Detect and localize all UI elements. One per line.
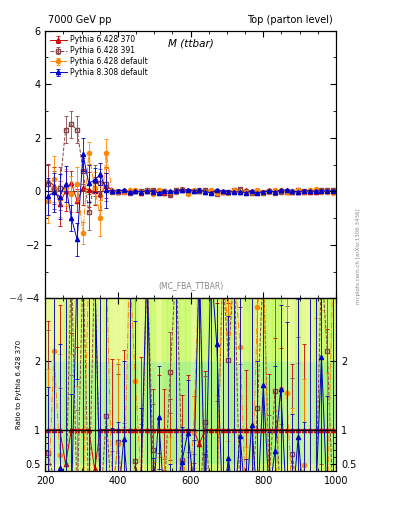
Bar <box>103 298 109 471</box>
Bar <box>255 298 261 471</box>
Bar <box>295 298 301 471</box>
Bar <box>144 298 150 471</box>
Bar <box>51 298 57 471</box>
Bar <box>324 298 330 471</box>
Bar <box>62 298 68 471</box>
Bar <box>92 298 97 471</box>
Bar <box>208 298 214 471</box>
Text: M (ttbar): M (ttbar) <box>168 39 213 49</box>
Bar <box>272 298 278 471</box>
Text: $-$4: $-$4 <box>7 292 24 304</box>
Bar <box>307 298 313 471</box>
Bar <box>231 298 237 471</box>
Bar <box>127 298 132 471</box>
Legend: Pythia 6.428 370, Pythia 6.428 391, Pythia 6.428 default, Pythia 8.308 default: Pythia 6.428 370, Pythia 6.428 391, Pyth… <box>47 32 151 80</box>
Bar <box>249 298 255 471</box>
Bar <box>45 298 336 360</box>
Bar <box>261 298 266 471</box>
Bar <box>121 298 127 471</box>
Bar <box>243 298 249 471</box>
Bar <box>173 298 179 471</box>
Bar <box>80 298 86 471</box>
Bar <box>132 298 138 471</box>
Bar <box>179 298 185 471</box>
Bar <box>156 298 162 471</box>
Bar <box>226 298 231 471</box>
Text: mcplots.cern.ch [arXiv:1306.3436]: mcplots.cern.ch [arXiv:1306.3436] <box>356 208 361 304</box>
Bar <box>150 298 156 471</box>
Bar <box>191 298 196 471</box>
Bar <box>196 298 202 471</box>
Bar <box>45 464 336 471</box>
Bar <box>115 298 121 471</box>
Bar <box>214 298 220 471</box>
Bar <box>266 298 272 471</box>
Bar <box>185 298 191 471</box>
Bar <box>109 298 115 471</box>
Bar <box>74 298 80 471</box>
Bar <box>162 298 167 471</box>
Bar <box>202 298 208 471</box>
Text: Top (parton level): Top (parton level) <box>247 15 333 26</box>
Bar <box>45 360 336 464</box>
Bar <box>220 298 226 471</box>
Bar <box>138 298 144 471</box>
Bar <box>97 298 103 471</box>
Y-axis label: Ratio to Pythia 6.428 370: Ratio to Pythia 6.428 370 <box>16 340 22 429</box>
Bar <box>290 298 295 471</box>
Bar <box>57 298 62 471</box>
Bar <box>313 298 319 471</box>
Bar <box>301 298 307 471</box>
Bar <box>86 298 92 471</box>
Bar <box>68 298 74 471</box>
Bar <box>45 298 51 471</box>
Bar <box>167 298 173 471</box>
Text: 7000 GeV pp: 7000 GeV pp <box>48 15 112 26</box>
Bar <box>319 298 324 471</box>
Bar <box>330 298 336 471</box>
Bar <box>237 298 243 471</box>
Bar <box>278 298 284 471</box>
Bar <box>284 298 290 471</box>
Text: (MC_FBA_TTBAR): (MC_FBA_TTBAR) <box>158 281 223 290</box>
